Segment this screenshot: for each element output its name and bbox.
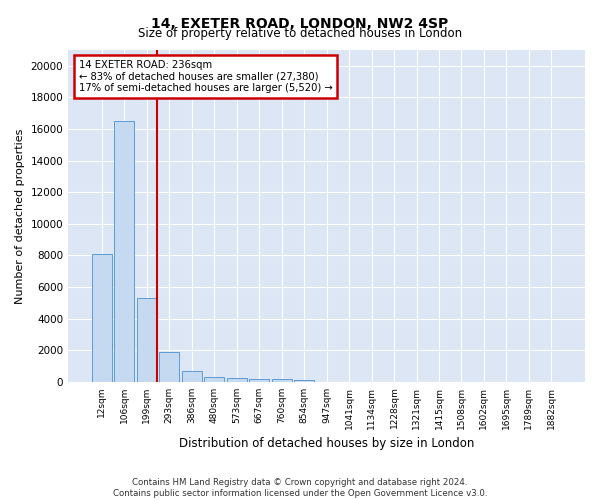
- Bar: [204, 377, 224, 382]
- Bar: [272, 379, 292, 382]
- Bar: [114, 121, 134, 382]
- Bar: [92, 254, 112, 382]
- Y-axis label: Number of detached properties: Number of detached properties: [15, 128, 25, 304]
- Bar: [249, 379, 269, 382]
- Bar: [137, 298, 157, 382]
- Text: 14 EXETER ROAD: 236sqm
← 83% of detached houses are smaller (27,380)
17% of semi: 14 EXETER ROAD: 236sqm ← 83% of detached…: [79, 60, 332, 93]
- X-axis label: Distribution of detached houses by size in London: Distribution of detached houses by size …: [179, 437, 474, 450]
- Bar: [182, 370, 202, 382]
- Text: Size of property relative to detached houses in London: Size of property relative to detached ho…: [138, 28, 462, 40]
- Bar: [294, 380, 314, 382]
- Bar: [227, 378, 247, 382]
- Text: 14, EXETER ROAD, LONDON, NW2 4SP: 14, EXETER ROAD, LONDON, NW2 4SP: [151, 18, 449, 32]
- Text: Contains HM Land Registry data © Crown copyright and database right 2024.
Contai: Contains HM Land Registry data © Crown c…: [113, 478, 487, 498]
- Bar: [159, 352, 179, 382]
